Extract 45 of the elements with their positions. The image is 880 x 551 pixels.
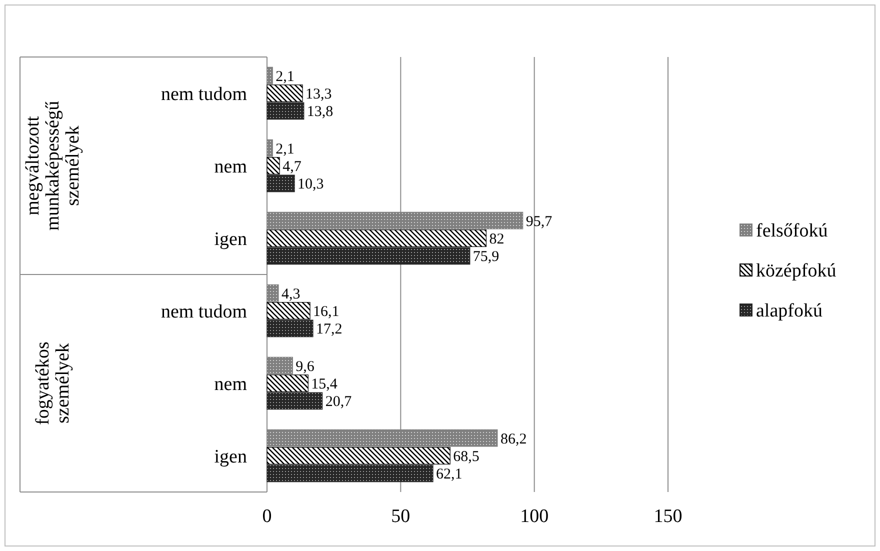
data-label: 4,7 [282,159,302,175]
data-label: 4,3 [281,286,300,302]
bar [266,392,323,410]
y-tick-label: nem [214,156,248,178]
legend-label: középfokú [756,260,837,282]
x-tick-label: 150 [654,506,682,527]
data-label: 75,9 [472,249,500,266]
bar [266,84,303,102]
bar [266,447,450,464]
x-tick-label: 50 [391,506,410,527]
legend-label: alapfokú [756,300,823,322]
data-label: 16,1 [313,304,340,320]
data-label: 95,7 [526,214,553,230]
data-label: 10,3 [298,176,324,193]
data-label: 9,6 [296,358,315,375]
bar [266,102,304,120]
x-tick-label: 100 [520,506,549,527]
data-label: 13,8 [306,104,334,120]
bar [266,374,308,392]
bar [266,230,487,247]
data-label: 20,7 [325,394,352,410]
y-tick-label: nem [214,374,248,395]
data-label: 82 [489,232,504,248]
bar [266,247,470,265]
data-label: 15,4 [311,376,338,392]
data-label: 62,1 [436,466,462,483]
text: fogyatékos személyek [32,342,74,425]
y-tick-label: igen [214,446,248,468]
bar [266,464,434,482]
data-label: 86,2 [500,431,527,448]
data-label: 13,3 [306,86,332,102]
text: megváltozott munkaképességű személyek [22,100,84,231]
y-tick-label: nem tudom [160,301,248,322]
data-label: 2,1 [276,68,294,85]
bar [266,174,295,192]
y-tick-label: igen [214,228,248,250]
legend-label: felsőfokú [756,220,828,242]
bar [266,157,280,174]
data-label: 68,5 [453,449,480,465]
bar [266,302,310,320]
y-tick-label: nem tudom [160,84,248,105]
bar [266,320,314,338]
data-label: 2,1 [276,141,294,158]
data-label: 17,2 [316,322,342,338]
x-tick-label: 0 [262,506,272,527]
